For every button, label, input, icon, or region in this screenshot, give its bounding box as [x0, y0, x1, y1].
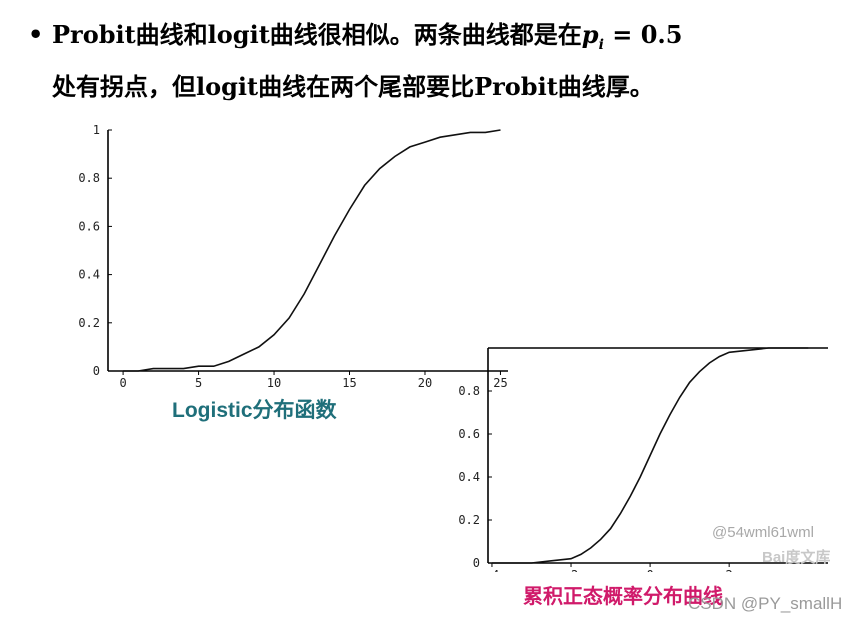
- logistic-x-tick-label: 10: [267, 376, 281, 390]
- user-watermark: @54wml61wml: [712, 524, 814, 541]
- normal-curve: [492, 347, 809, 564]
- normal-cdf-chart: 0 0.2 0.4 0.6 0.8 -4 -2 0 2: [458, 347, 828, 572]
- logistic-y-tick-label: 0.8: [78, 171, 100, 185]
- line1-post: = 0.5: [603, 20, 683, 49]
- normal-x-tick-label: -2: [564, 568, 578, 572]
- line1-pre: Probit曲线和logit曲线很相似。两条曲线都是在: [52, 20, 582, 49]
- normal-y-tick-label: 0.6: [458, 427, 480, 441]
- normal-x-tick-label: 2: [726, 568, 733, 572]
- logistic-x-tick-label: 5: [195, 376, 202, 390]
- normal-x-tick-label: -4: [485, 568, 499, 572]
- normal-y-tick-label: 0: [473, 556, 480, 570]
- logistic-y-tick-label: 0.2: [78, 316, 100, 330]
- bullet-dot: •: [28, 20, 44, 49]
- logistic-y-tick-label: 0: [93, 364, 100, 378]
- logistic-x-tick-label: 15: [342, 376, 356, 390]
- normal-y-tick-label: 0.2: [458, 513, 480, 527]
- logistic-chart: 00.20.40.60.810 5 10 15 20 25: [78, 123, 508, 390]
- normal-y-tick-label: 0.4: [458, 470, 480, 484]
- p-letter: p: [581, 20, 599, 49]
- logistic-y-tick-label: 0.4: [78, 268, 100, 282]
- p-symbol: pi: [581, 20, 604, 53]
- logistic-x-tick-label: 0: [119, 376, 126, 390]
- normal-cdf-caption: 累积正态概率分布曲线: [523, 586, 723, 608]
- logistic-x-tick-label: 25: [493, 376, 507, 390]
- baidu-watermark: Bai度文库: [762, 549, 831, 566]
- logistic-y-tick-label: 0.6: [78, 219, 100, 233]
- logistic-x-tick-label: 20: [418, 376, 432, 390]
- normal-x-tick-label: 0: [646, 568, 653, 572]
- logistic-caption: Logistic分布函数: [172, 399, 337, 422]
- csdn-watermark: CSDN @PY_smallH: [688, 594, 843, 613]
- logistic-y-tick-label: 1: [93, 123, 100, 137]
- line2: 处有拐点，但logit曲线在两个尾部要比Probit曲线厚。: [52, 71, 654, 101]
- bullet-text: Probit曲线和logit曲线很相似。两条曲线都是在pi = 0.5 处有拐点…: [52, 14, 852, 107]
- normal-y-tick-label: 0.8: [458, 384, 480, 398]
- p-subscript: i: [598, 36, 604, 53]
- logistic-curve: [123, 129, 501, 372]
